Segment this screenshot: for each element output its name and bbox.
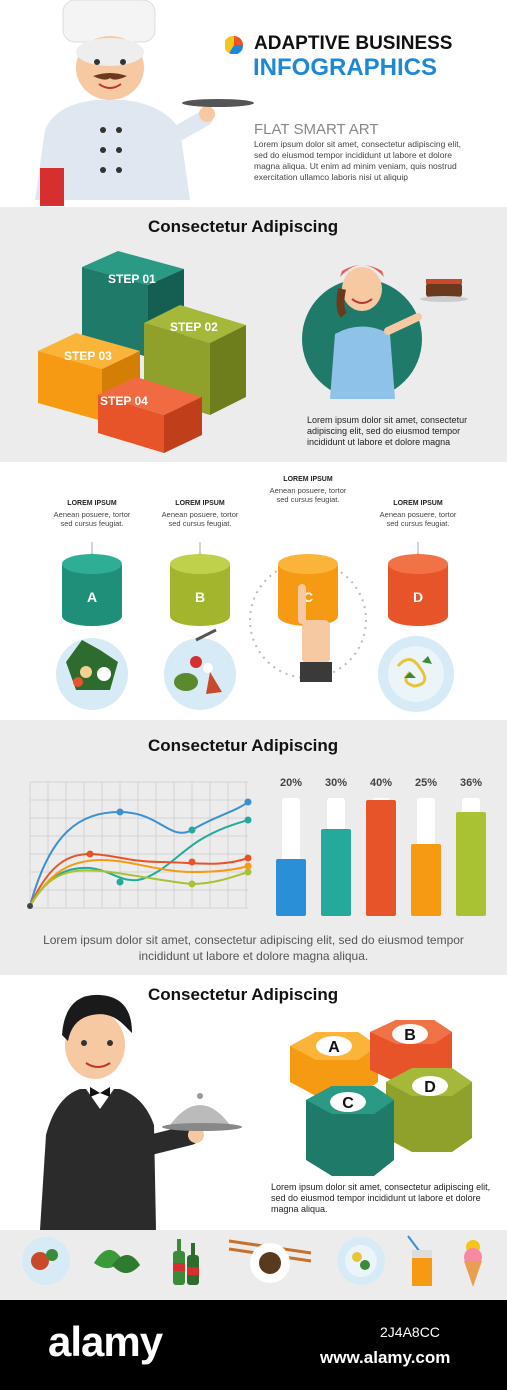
chart-section: Consectetur Adipiscing 20% 30% 40% 25% 36% L…: [0, 720, 507, 975]
cylinder-a-letter: A: [87, 589, 97, 605]
dish-d-icon: [378, 636, 454, 712]
item-a: LOREM IPSUM Aenean posuere, tortor sed c…: [52, 500, 132, 528]
header-section: ADAPTIVE BUSINESS INFOGRAPHICS FLAT SMAR…: [0, 0, 507, 207]
step-01-label: STEP 01: [108, 272, 156, 286]
series-teal-line: [29, 819, 249, 907]
item-d-text: Aenean posuere, tortor sed cursus feugia…: [379, 510, 457, 528]
item-a-text: Aenean posuere, tortor sed cursus feugia…: [53, 510, 131, 528]
dish-a-icon: [56, 638, 128, 710]
bar-fill: [411, 844, 441, 916]
spinach-icon: [94, 1249, 140, 1273]
bar-fill: [276, 859, 306, 916]
section3-lorem: Lorem ipsum dolor sit amet, consectetur …: [43, 933, 464, 963]
hexagon-section: Consectetur Adipiscing A B D C: [0, 975, 507, 1230]
bar-value-label: 40%: [369, 777, 393, 789]
chart-grid: [29, 781, 248, 909]
section3-heading: Consectetur Adipiscing: [148, 736, 339, 755]
step-04-label: STEP 04: [100, 394, 148, 408]
bar-value-label: 36%: [459, 777, 483, 789]
section1-heading: Consectetur Adipiscing: [148, 217, 339, 236]
series-orange-line: [29, 858, 249, 907]
item-c-title: LOREM IPSUM: [283, 476, 333, 483]
header-title-line1: ADAPTIVE BUSINESS: [254, 33, 453, 54]
item-a-title: LOREM IPSUM: [67, 500, 117, 507]
steps-section: Consectetur Adipiscing STEP 01 STEP 02 S…: [0, 207, 507, 462]
header-subtitle: FLAT SMART ART: [254, 121, 379, 138]
item-b-text: Aenean posuere, tortor sed cursus feugia…: [161, 510, 239, 528]
step-03-label: STEP 03: [64, 349, 112, 363]
cylinders-graphic: A B C D: [56, 542, 454, 712]
waitress-illustration: [302, 265, 468, 399]
series-green-line: [29, 869, 249, 907]
item-d-title: LOREM IPSUM: [393, 500, 443, 507]
waiter-illustration: [40, 994, 242, 1230]
bar-value-label: 25%: [414, 777, 438, 789]
header-title-line2: INFOGRAPHICS: [253, 54, 438, 81]
logo-pie-icon: [225, 36, 243, 54]
pointing-hand-icon: [298, 584, 332, 682]
cylinder-b: B: [170, 554, 230, 626]
watermark-url: www.alamy.com: [320, 1348, 451, 1367]
hex-a-label: A: [328, 1039, 340, 1056]
section4-lorem: Lorem ipsum dolor sit amet, consectetur …: [271, 1182, 491, 1214]
cylinders-section: LOREM IPSUM Aenean posuere, tortor sed c…: [0, 462, 507, 720]
coffee-icon: [228, 1239, 312, 1283]
step-02-label: STEP 02: [170, 320, 218, 334]
watermark-bar: alamy 2J4A8CC www.alamy.com: [0, 1300, 507, 1390]
bar-value-label: 30%: [324, 777, 348, 789]
line-chart: [27, 781, 252, 909]
cylinder-a: A: [62, 554, 122, 626]
bottles-icon: [173, 1239, 199, 1285]
isometric-steps: STEP 01 STEP 02 STEP 03 STEP 04: [38, 251, 246, 453]
cylinder-d: D: [388, 554, 448, 626]
bar-fill: [456, 812, 486, 916]
hex-c-label: C: [342, 1095, 354, 1112]
bar-chart: 20% 30% 40% 25% 36%: [270, 770, 490, 920]
bar-fill: [366, 800, 396, 916]
juice-icon: [407, 1235, 432, 1286]
dish-b-icon: [164, 628, 236, 710]
bar-fill: [321, 829, 351, 916]
series-blue-line: [29, 801, 249, 907]
cylinder-c: C: [278, 554, 338, 626]
hex-b-label: B: [404, 1027, 416, 1044]
series-red-line: [29, 852, 249, 907]
header-lorem: Lorem ipsum dolor sit amet, consectetur …: [254, 139, 461, 182]
chef-illustration: [35, 0, 254, 206]
cylinder-d-letter: D: [413, 589, 423, 605]
item-c-text: Aenean posuere, tortor sed cursus feugia…: [269, 486, 347, 504]
footer-icons-bar: [0, 1230, 507, 1300]
section4-heading: Consectetur Adipiscing: [148, 985, 339, 1004]
ice-cream-icon: [464, 1240, 482, 1287]
item-b: LOREM IPSUM Aenean posuere, tortor sed c…: [160, 500, 240, 528]
cylinder-b-letter: B: [195, 589, 205, 605]
watermark-image-id: 2J4A8CC: [380, 1324, 440, 1340]
section1-lorem: Lorem ipsum dolor sit amet, consectetur …: [307, 415, 468, 447]
item-b-title: LOREM IPSUM: [175, 500, 225, 507]
dish-icon: [22, 1237, 70, 1285]
bar-value-label: 20%: [279, 777, 303, 789]
watermark-brand: alamy: [48, 1318, 163, 1365]
salad-icon: [337, 1237, 385, 1285]
hex-d-label: D: [424, 1079, 436, 1096]
item-c: LOREM IPSUM Aenean posuere, tortor sed c…: [268, 476, 348, 504]
hexagon-cluster: A B D C: [290, 1020, 472, 1176]
item-d: LOREM IPSUM Aenean posuere, tortor sed c…: [378, 500, 458, 528]
cylinder-c-letter: C: [303, 589, 313, 605]
